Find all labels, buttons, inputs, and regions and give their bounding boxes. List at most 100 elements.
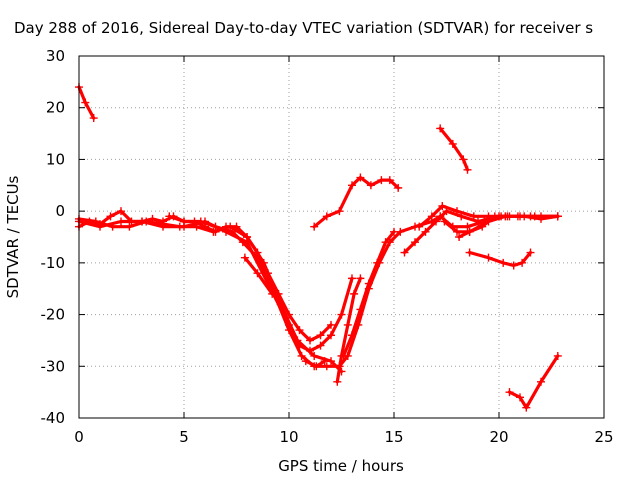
data-point-marker xyxy=(411,238,419,247)
y-tick-label: 20 xyxy=(46,99,65,117)
data-point-marker xyxy=(427,212,436,221)
data-point-marker xyxy=(440,217,449,226)
data-point-marker xyxy=(297,351,306,360)
y-tick-label: -30 xyxy=(41,357,66,375)
data-point-marker xyxy=(505,388,514,397)
data-point-marker xyxy=(421,227,430,236)
data-point-marker xyxy=(253,269,262,278)
data-point-marker xyxy=(459,155,468,164)
series-track-18 xyxy=(507,354,560,410)
x-tick-label: 5 xyxy=(179,428,189,446)
data-point-marker xyxy=(159,220,167,229)
data-point-marker xyxy=(327,320,335,329)
data-point-marker xyxy=(394,183,403,192)
data-point-marker xyxy=(509,261,518,270)
data-point-marker xyxy=(432,217,440,226)
data-point-marker xyxy=(453,207,461,216)
data-point-marker xyxy=(348,274,356,283)
data-point-marker xyxy=(350,289,359,298)
data-point-marker xyxy=(333,377,342,386)
data-point-marker xyxy=(108,222,117,231)
data-point-marker xyxy=(211,222,220,231)
data-point-marker xyxy=(516,393,524,402)
data-point-marker xyxy=(312,362,321,371)
y-tick-label: 0 xyxy=(55,202,65,220)
data-point-marker xyxy=(316,341,325,350)
data-point-marker xyxy=(327,331,335,340)
data-point-marker xyxy=(385,176,394,185)
data-point-marker xyxy=(366,181,375,190)
data-point-marker xyxy=(463,165,472,174)
data-point-marker xyxy=(478,222,487,231)
data-point-marker xyxy=(518,258,527,267)
y-tick-label: 30 xyxy=(46,47,65,65)
y-tick-label: -20 xyxy=(41,306,66,324)
data-point-marker xyxy=(322,212,331,221)
data-point-marker xyxy=(453,227,461,236)
data-point-marker xyxy=(348,181,356,190)
data-point-marker xyxy=(356,274,365,283)
data-point-marker xyxy=(537,377,545,386)
data-point-marker xyxy=(356,305,365,314)
data-point-marker xyxy=(175,222,184,231)
data-point-marker xyxy=(553,351,562,360)
data-point-marker xyxy=(142,217,151,226)
data-point-marker xyxy=(117,207,125,216)
data-point-marker xyxy=(339,351,348,360)
series-track-3 xyxy=(77,219,354,353)
data-point-marker xyxy=(484,253,493,262)
data-point-marker xyxy=(306,336,314,345)
data-point-marker xyxy=(455,233,464,241)
data-point-marker xyxy=(526,248,535,257)
series-track-5 xyxy=(167,214,442,368)
data-point-marker xyxy=(268,289,277,298)
data-point-marker xyxy=(356,173,365,182)
data-point-marker xyxy=(465,227,474,236)
data-point-marker xyxy=(463,222,472,231)
data-point-marker xyxy=(381,238,390,247)
data-point-marker xyxy=(196,217,205,226)
data-point-marker xyxy=(125,222,134,231)
data-point-marker xyxy=(337,310,346,319)
data-point-marker xyxy=(295,326,304,335)
data-point-marker xyxy=(537,214,545,223)
plot-frame xyxy=(78,55,605,419)
plot-series xyxy=(75,83,562,412)
x-tick-label: 0 xyxy=(74,428,84,446)
y-tick-label: 10 xyxy=(46,150,65,168)
y-axis-label: SDTVAR / TECUs xyxy=(4,175,22,298)
data-point-marker xyxy=(180,217,188,226)
series-track-16 xyxy=(438,126,470,172)
data-point-marker xyxy=(192,222,201,231)
data-point-marker xyxy=(400,248,409,257)
y-tick-label: -10 xyxy=(41,254,66,272)
axis-ticks: 0 5 10 15 20 25 -40 -30 -20 -10 0 10 20 30 xyxy=(41,47,614,446)
data-point-marker xyxy=(285,326,293,335)
data-point-marker xyxy=(364,279,373,288)
data-point-marker xyxy=(335,207,344,216)
x-tick-label: 15 xyxy=(384,428,403,446)
data-point-marker xyxy=(465,248,474,257)
data-point-marker xyxy=(373,258,382,267)
y-tick-label: -40 xyxy=(41,409,66,427)
data-point-marker xyxy=(322,362,331,371)
data-point-marker xyxy=(240,253,249,262)
x-tick-label: 10 xyxy=(279,428,298,446)
x-axis-label: GPS time / hours xyxy=(278,457,404,475)
data-point-marker xyxy=(348,331,356,340)
data-point-marker xyxy=(81,98,90,107)
data-point-marker xyxy=(503,212,512,221)
data-point-marker xyxy=(553,212,562,221)
data-point-marker xyxy=(316,331,325,340)
data-point-marker xyxy=(522,403,531,412)
data-point-marker xyxy=(106,212,115,221)
data-point-marker xyxy=(89,114,98,123)
data-point-marker xyxy=(310,222,319,231)
data-point-marker xyxy=(310,351,319,360)
data-point-marker xyxy=(469,212,478,221)
data-point-marker xyxy=(238,238,247,247)
data-point-marker xyxy=(301,357,310,366)
data-point-marker xyxy=(343,320,352,329)
x-tick-label: 20 xyxy=(489,428,508,446)
data-point-marker xyxy=(91,217,100,226)
